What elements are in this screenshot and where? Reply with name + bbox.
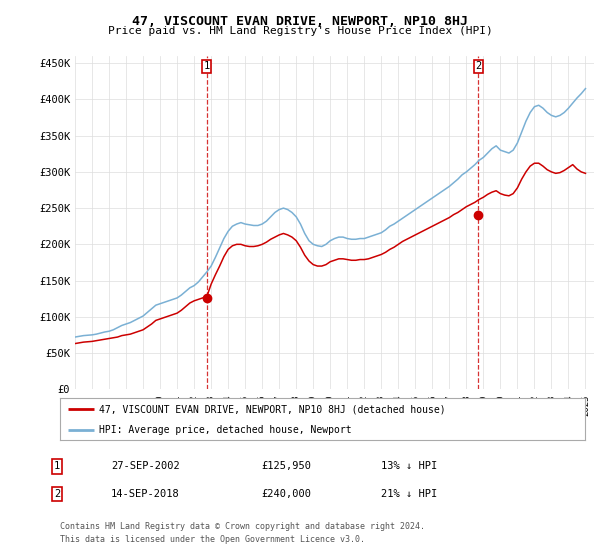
Text: 2: 2: [54, 489, 60, 499]
Text: 14-SEP-2018: 14-SEP-2018: [111, 489, 180, 499]
Text: 27-SEP-2002: 27-SEP-2002: [111, 461, 180, 472]
Text: HPI: Average price, detached house, Newport: HPI: Average price, detached house, Newp…: [100, 426, 352, 435]
Text: 2: 2: [475, 61, 482, 71]
Text: 13% ↓ HPI: 13% ↓ HPI: [381, 461, 437, 472]
Text: £125,950: £125,950: [261, 461, 311, 472]
Text: 47, VISCOUNT EVAN DRIVE, NEWPORT, NP10 8HJ (detached house): 47, VISCOUNT EVAN DRIVE, NEWPORT, NP10 8…: [100, 404, 446, 414]
Text: Contains HM Land Registry data © Crown copyright and database right 2024.: Contains HM Land Registry data © Crown c…: [60, 522, 425, 531]
Text: 47, VISCOUNT EVAN DRIVE, NEWPORT, NP10 8HJ: 47, VISCOUNT EVAN DRIVE, NEWPORT, NP10 8…: [132, 15, 468, 27]
Text: 1: 1: [203, 61, 210, 71]
Text: £240,000: £240,000: [261, 489, 311, 499]
Text: 1: 1: [54, 461, 60, 472]
Text: This data is licensed under the Open Government Licence v3.0.: This data is licensed under the Open Gov…: [60, 535, 365, 544]
Text: Price paid vs. HM Land Registry's House Price Index (HPI): Price paid vs. HM Land Registry's House …: [107, 26, 493, 36]
Text: 21% ↓ HPI: 21% ↓ HPI: [381, 489, 437, 499]
